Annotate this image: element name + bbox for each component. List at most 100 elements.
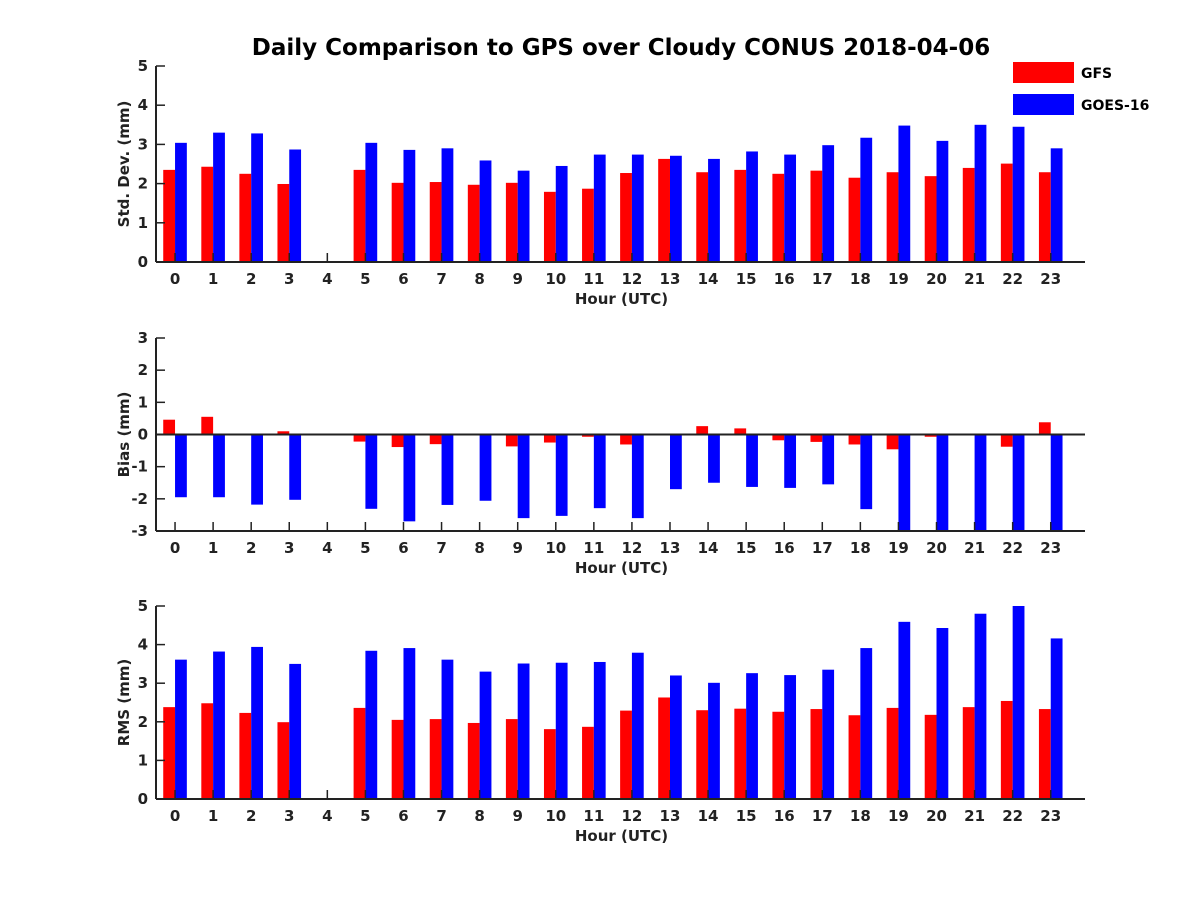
bar-goes16-hour-12 <box>631 154 644 262</box>
x-tick-label: 11 <box>583 539 604 557</box>
bar-goes16-hour-23 <box>1050 148 1063 262</box>
bar-gfs-hour-17 <box>810 434 823 442</box>
x-tick-label: 11 <box>583 270 604 288</box>
bar-goes16-hour-16 <box>784 675 797 799</box>
x-tick-label: 18 <box>850 807 871 825</box>
x-tick-label: 13 <box>660 539 681 557</box>
x-tick-label: 0 <box>170 539 180 557</box>
bar-goes16-hour-5 <box>365 650 378 799</box>
bar-gfs-hour-23 <box>1038 422 1051 435</box>
bar-gfs-hour-7 <box>429 719 442 799</box>
x-tick-label: 16 <box>774 270 795 288</box>
bar-gfs-hour-21 <box>962 707 975 799</box>
bar-goes16-hour-0 <box>175 142 187 262</box>
legend-swatch-gfs <box>1013 62 1074 83</box>
bar-gfs-hour-1 <box>201 166 214 262</box>
bar-gfs-hour-21 <box>962 167 975 262</box>
bar-goes16-hour-21 <box>974 613 987 799</box>
x-tick-label: 17 <box>812 807 833 825</box>
bar-goes16-hour-12 <box>631 652 644 799</box>
x-tick-label: 15 <box>736 807 757 825</box>
x-tick-label: 2 <box>246 539 256 557</box>
bar-gfs-hour-17 <box>810 170 823 262</box>
y-tick-label: 1 <box>138 393 148 411</box>
bar-gfs-hour-17 <box>810 709 823 799</box>
x-tick-label: 19 <box>888 270 909 288</box>
y-tick-label: 0 <box>138 426 148 444</box>
bar-goes16-hour-22 <box>1012 126 1025 262</box>
bar-goes16-hour-6 <box>403 149 416 262</box>
y-tick-label: -1 <box>131 458 148 476</box>
x-tick-label: 21 <box>964 539 985 557</box>
bar-gfs-hour-2 <box>239 173 252 262</box>
bar-goes16-hour-14 <box>708 682 720 799</box>
y-tick-label: 3 <box>138 135 148 153</box>
bar-gfs-hour-19 <box>886 434 899 450</box>
y-axis-label: Bias (mm) <box>115 392 133 478</box>
x-tick-label: 16 <box>774 807 795 825</box>
bar-gfs-hour-3 <box>277 183 290 262</box>
bar-goes16-hour-13 <box>670 675 682 799</box>
x-tick-label: 9 <box>512 539 522 557</box>
bar-goes16-hour-20 <box>936 434 949 531</box>
x-tick-label: 19 <box>888 539 909 557</box>
x-tick-label: 7 <box>436 807 446 825</box>
x-tick-label: 8 <box>474 539 484 557</box>
bar-goes16-hour-9 <box>517 170 530 262</box>
bar-gfs-hour-20 <box>924 714 937 799</box>
bar-gfs-hour-12 <box>620 173 632 262</box>
bar-gfs-hour-3 <box>277 431 290 435</box>
bar-goes16-hour-13 <box>670 155 682 262</box>
bar-goes16-hour-9 <box>517 434 530 519</box>
bar-goes16-hour-13 <box>670 434 682 490</box>
bar-goes16-hour-18 <box>860 434 873 510</box>
bar-gfs-hour-15 <box>734 428 747 435</box>
bar-gfs-hour-12 <box>620 434 632 445</box>
x-tick-label: 15 <box>736 539 757 557</box>
chart-title: Daily Comparison to GPS over Cloudy CONU… <box>252 35 990 61</box>
bar-goes16-hour-3 <box>289 149 302 262</box>
x-tick-label: 2 <box>246 270 256 288</box>
x-tick-label: 7 <box>436 539 446 557</box>
bar-goes16-hour-15 <box>746 673 758 799</box>
x-tick-label: 4 <box>322 807 332 825</box>
bar-goes16-hour-3 <box>289 434 302 500</box>
x-tick-label: 1 <box>208 539 218 557</box>
bar-goes16-hour-18 <box>860 137 873 262</box>
bar-goes16-hour-3 <box>289 663 302 799</box>
bar-goes16-hour-10 <box>555 662 568 799</box>
bar-goes16-hour-7 <box>441 659 454 799</box>
bar-gfs-hour-6 <box>391 182 404 262</box>
y-tick-label: 3 <box>138 674 148 692</box>
x-tick-label: 8 <box>474 807 484 825</box>
x-axis-label: Hour (UTC) <box>575 290 668 308</box>
x-axis-label: Hour (UTC) <box>575 827 668 845</box>
bar-gfs-hour-5 <box>353 169 366 262</box>
x-tick-label: 22 <box>1002 270 1023 288</box>
bar-gfs-hour-13 <box>658 697 670 799</box>
x-tick-label: 23 <box>1040 539 1061 557</box>
x-tick-label: 9 <box>512 270 522 288</box>
x-tick-label: 20 <box>926 539 947 557</box>
x-tick-label: 12 <box>621 539 642 557</box>
bar-gfs-hour-22 <box>1000 163 1013 262</box>
y-tick-label: 5 <box>138 597 148 615</box>
bar-gfs-hour-15 <box>734 169 747 262</box>
y-tick-label: 4 <box>138 636 148 654</box>
bar-gfs-hour-18 <box>848 434 861 445</box>
legend-swatch-goes16 <box>1013 94 1074 115</box>
bar-gfs-hour-5 <box>353 434 366 442</box>
bar-gfs-hour-8 <box>467 184 480 262</box>
y-tick-label: 5 <box>138 57 148 75</box>
bar-gfs-hour-9 <box>505 719 518 799</box>
y-tick-label: 3 <box>138 329 148 347</box>
x-tick-label: 9 <box>512 807 522 825</box>
y-axis-label: Std. Dev. (mm) <box>115 101 133 228</box>
x-tick-label: 11 <box>583 807 604 825</box>
bar-gfs-hour-8 <box>467 722 480 799</box>
bar-goes16-hour-15 <box>746 151 758 262</box>
bar-gfs-hour-11 <box>582 726 594 799</box>
x-tick-label: 10 <box>545 539 566 557</box>
